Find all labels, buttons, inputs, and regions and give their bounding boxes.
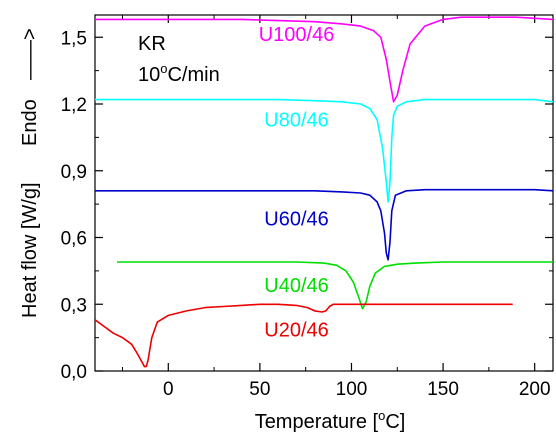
series-label-U60-46: U60/46 bbox=[264, 208, 329, 230]
series-lines bbox=[94, 16, 554, 368]
x-axis-title-tail: C] bbox=[385, 411, 405, 433]
y-axis-title: Heat flow [W/g] bbox=[19, 182, 41, 318]
y-tick-label: 0,0 bbox=[61, 362, 87, 383]
x-axis-title-sup: o bbox=[378, 408, 385, 423]
x-tick-label: 0 bbox=[163, 379, 174, 400]
y-axis-ticks: 0,0 0,3 0,6 0,9 1,2 1,5 bbox=[61, 28, 553, 383]
plot-frame bbox=[94, 14, 554, 372]
y-tick-label: 1,2 bbox=[61, 95, 87, 116]
series-label-U20-46: U20/46 bbox=[264, 320, 329, 342]
x-tick-label: 100 bbox=[336, 379, 368, 400]
series-line-U80-46 bbox=[95, 98, 554, 203]
y-tick-label: 0,6 bbox=[61, 229, 87, 250]
x-axis-title-main: Temperature [ bbox=[255, 411, 379, 433]
y-axis-endo-arrow: ——> bbox=[19, 28, 41, 80]
series-line-U40-46 bbox=[117, 261, 553, 310]
y-tick-label: 0,9 bbox=[61, 162, 87, 183]
series-line-U20-46 bbox=[94, 303, 513, 368]
rate-sup: o bbox=[160, 61, 167, 76]
y-axis-endo-label: Endo bbox=[19, 99, 41, 146]
series-line-U60-46 bbox=[95, 188, 554, 261]
x-tick-label: 150 bbox=[427, 379, 459, 400]
series-line-U100-46 bbox=[95, 16, 554, 103]
x-tick-label: 200 bbox=[519, 379, 551, 400]
rate-suffix: C/min bbox=[167, 64, 219, 86]
x-axis-title: Temperature [oC] bbox=[255, 408, 406, 433]
series-labels: U100/46 U80/46 U60/46 U40/46 U20/46 bbox=[259, 24, 335, 342]
series-label-U40-46: U40/46 bbox=[264, 275, 329, 297]
sample-annotation: KR bbox=[138, 33, 166, 55]
series-label-U80-46: U80/46 bbox=[264, 109, 329, 131]
y-tick-label: 0,3 bbox=[61, 295, 87, 316]
rate-prefix: 10 bbox=[138, 64, 160, 86]
y-tick-label: 1,5 bbox=[61, 28, 87, 49]
x-tick-label: 50 bbox=[249, 379, 270, 400]
series-label-U100-46: U100/46 bbox=[259, 24, 335, 46]
rate-annotation: 10oC/min bbox=[138, 61, 220, 86]
